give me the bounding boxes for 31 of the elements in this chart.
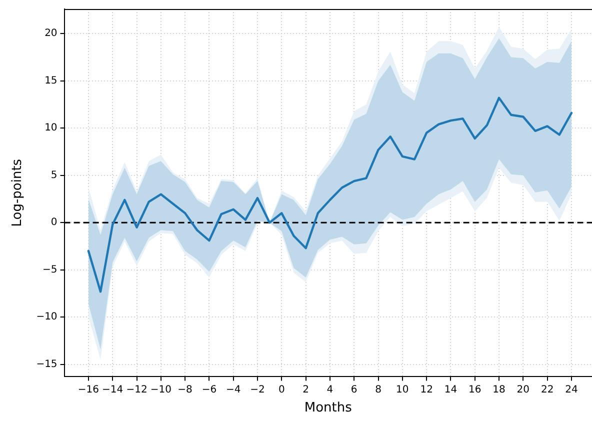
y-tick-label: −5 (42, 264, 58, 276)
y-tick-label: 0 (50, 217, 58, 228)
x-tick-label: −2 (250, 384, 265, 396)
x-tick-label: −16 (78, 384, 100, 396)
y-tick-label: −15 (36, 359, 58, 370)
y-tick-label: 10 (44, 122, 58, 134)
x-tick-label: −14 (102, 384, 124, 396)
x-tick-label: 16 (468, 384, 482, 396)
x-tick-label: 4 (326, 384, 334, 396)
x-tick-label: 8 (375, 384, 382, 396)
y-tick-label: 15 (44, 75, 58, 86)
x-tick-label: 14 (444, 384, 458, 396)
x-tick-label: −10 (150, 384, 172, 396)
y-axis-title: Log-points (10, 158, 26, 227)
y-tick-label: 20 (44, 28, 58, 40)
x-tick-label: −6 (202, 384, 217, 396)
x-tick-label: −4 (226, 384, 241, 396)
y-tick-label: 5 (50, 170, 58, 181)
x-tick-label: 24 (565, 384, 578, 396)
x-tick-label: 18 (492, 384, 506, 396)
x-axis-title: Months (304, 400, 352, 416)
x-tick-label: 10 (396, 384, 409, 396)
y-tick-label: −10 (36, 312, 58, 323)
x-tick-label: 12 (420, 384, 433, 396)
x-tick-label: 20 (516, 384, 530, 396)
x-tick-label: −8 (178, 384, 192, 396)
x-tick-label: −12 (126, 384, 148, 396)
x-tick-label: 6 (350, 384, 358, 396)
x-tick-label: 2 (302, 384, 309, 396)
x-tick-label: 22 (540, 384, 554, 396)
x-tick-label: 0 (278, 384, 285, 396)
